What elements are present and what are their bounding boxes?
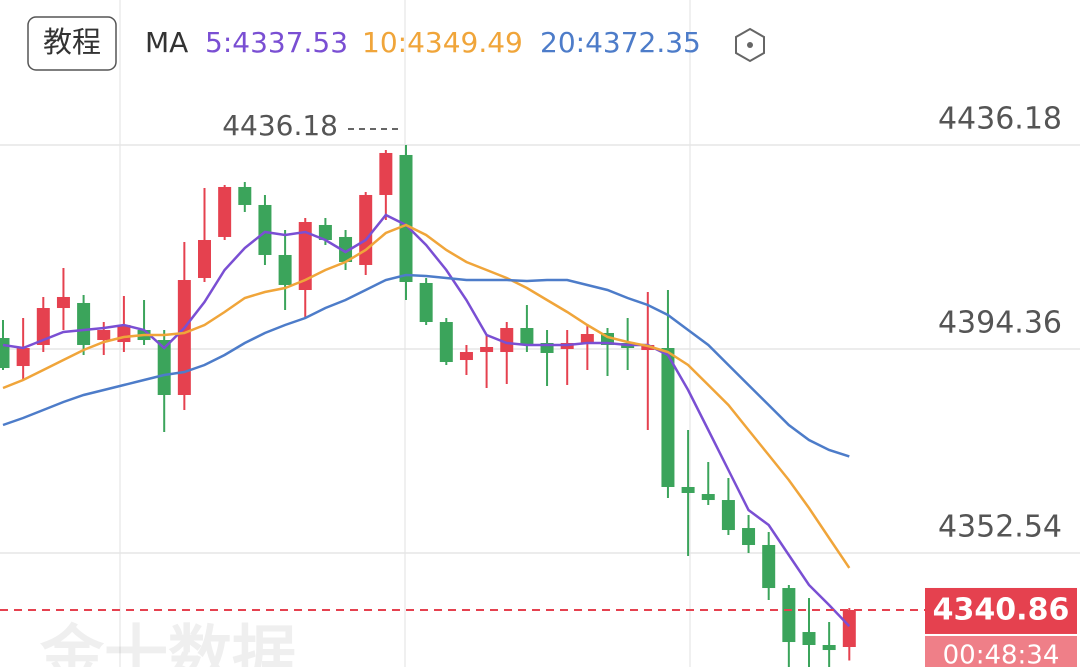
candle-body bbox=[661, 348, 675, 487]
y-tick-label: 4436.18 bbox=[938, 101, 1062, 136]
high-marker-label: 4436.18 bbox=[222, 109, 338, 142]
candle-body bbox=[278, 254, 292, 285]
settings-icon[interactable] bbox=[735, 27, 765, 63]
candle-body bbox=[157, 340, 171, 395]
candle-body bbox=[399, 154, 413, 283]
legend-entry: 20:4372.35 bbox=[540, 26, 701, 59]
candle-body bbox=[318, 224, 332, 241]
ma-line bbox=[2, 273, 850, 458]
legend-entry: 5:4337.53 bbox=[205, 26, 348, 59]
candle-body bbox=[721, 500, 735, 531]
candle-body bbox=[762, 544, 776, 589]
candle-body bbox=[459, 352, 473, 361]
candle-body bbox=[641, 344, 655, 351]
candle-body bbox=[540, 342, 554, 353]
tutorial-button[interactable] bbox=[27, 16, 117, 71]
candle-body bbox=[298, 222, 312, 291]
tutorial-button-label[interactable]: 教程 bbox=[43, 25, 101, 59]
candle-body bbox=[238, 186, 252, 205]
candle-body bbox=[16, 348, 30, 367]
last-price-label: 4340.86 bbox=[933, 592, 1070, 627]
y-tick-label: 4394.36 bbox=[938, 305, 1062, 340]
candle-body bbox=[177, 280, 191, 395]
ma-line bbox=[2, 213, 851, 628]
ma-line bbox=[2, 223, 851, 569]
candle-body bbox=[117, 324, 131, 343]
candle-body bbox=[218, 186, 232, 237]
last-price-box bbox=[925, 587, 1077, 634]
ma-label: MA bbox=[145, 26, 188, 59]
candle-body bbox=[439, 322, 453, 363]
candle-body bbox=[0, 338, 10, 369]
candle-body bbox=[802, 632, 816, 645]
candle-body bbox=[520, 328, 534, 345]
candle-body bbox=[842, 609, 856, 647]
candle-body bbox=[480, 346, 494, 353]
candle-body bbox=[198, 240, 211, 279]
y-tick-label: 4352.54 bbox=[938, 509, 1062, 544]
candle-body bbox=[339, 236, 353, 263]
candle-body bbox=[97, 330, 111, 341]
candle-body bbox=[822, 644, 836, 651]
candle-body bbox=[742, 528, 756, 545]
candle-body bbox=[379, 152, 393, 195]
candle-body bbox=[359, 194, 373, 265]
settings-dot[interactable] bbox=[747, 42, 753, 48]
countdown-box bbox=[925, 635, 1077, 667]
candle-body bbox=[580, 334, 594, 343]
candle-body bbox=[782, 588, 796, 643]
legend-entry: 10:4349.49 bbox=[362, 26, 523, 59]
candle-body bbox=[419, 282, 433, 323]
countdown-label: 00:48:34 bbox=[943, 640, 1060, 667]
header: 教程 MA bbox=[27, 16, 765, 71]
settings-hexagon[interactable] bbox=[735, 27, 765, 63]
candle-body bbox=[258, 204, 272, 255]
candle-body bbox=[77, 302, 91, 345]
candle-body bbox=[701, 494, 715, 501]
candle-body bbox=[500, 328, 514, 353]
candle-body bbox=[36, 308, 50, 345]
candle-body bbox=[681, 486, 695, 493]
candle-body bbox=[56, 296, 70, 309]
watermark: 金十数据 bbox=[39, 620, 296, 667]
